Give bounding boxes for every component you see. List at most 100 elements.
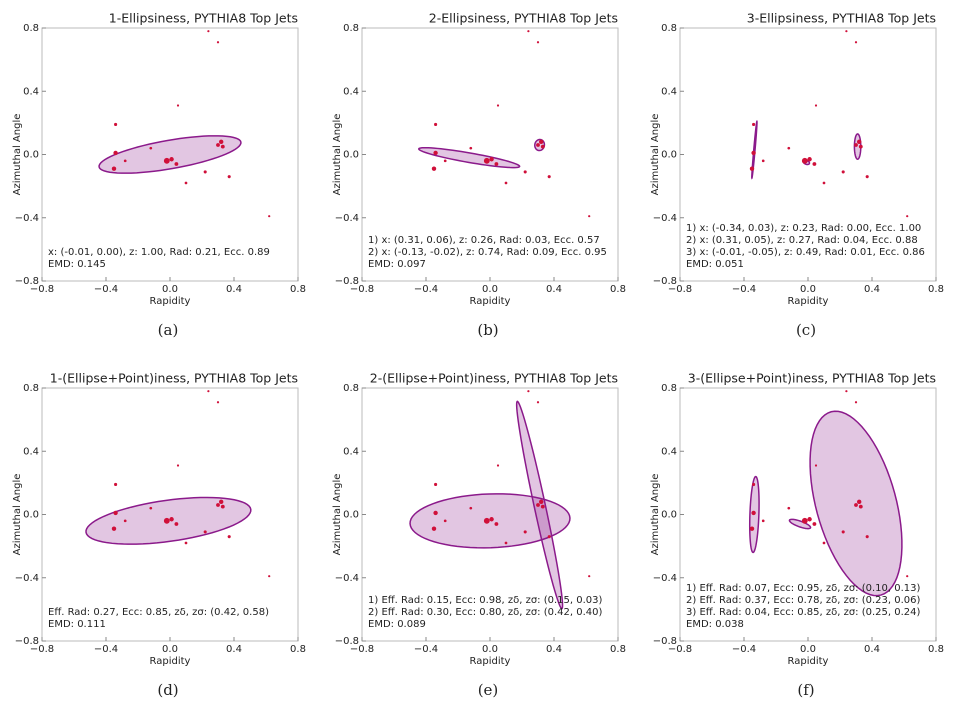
- particle: [111, 526, 117, 531]
- x-tick-label: 0.8: [928, 644, 944, 655]
- particle: [588, 575, 591, 578]
- x-tick-label: 0.0: [162, 284, 178, 295]
- particle: [527, 390, 530, 393]
- y-tick-label: −0.4: [653, 573, 677, 584]
- y-tick-label: −0.8: [15, 636, 39, 647]
- particle: [858, 144, 863, 149]
- x-tick-label: 0.8: [928, 284, 944, 295]
- particle: [216, 143, 220, 147]
- particle: [207, 390, 210, 393]
- particle: [114, 122, 118, 127]
- x-tick-label: 0.0: [800, 644, 816, 655]
- annotation: EMD: 0.145: [48, 259, 106, 270]
- particle: [536, 503, 540, 507]
- particle: [489, 517, 494, 522]
- y-tick-label: 0.8: [661, 23, 677, 34]
- particle: [176, 104, 180, 107]
- particle: [807, 517, 812, 522]
- x-tick-label: −0.8: [350, 644, 374, 655]
- particle: [184, 181, 188, 185]
- caption: (c): [796, 321, 816, 339]
- particle: [539, 499, 544, 505]
- annotation: 1) x: (-0.34, 0.03), z: 0.23, Rad: 0.00,…: [686, 223, 921, 234]
- x-tick-label: −0.8: [350, 284, 374, 295]
- y-tick-label: 0.8: [343, 23, 359, 34]
- x-tick-label: −0.4: [414, 644, 438, 655]
- particle: [496, 104, 500, 107]
- particle: [469, 146, 473, 150]
- particle: [443, 159, 447, 163]
- particle: [749, 526, 755, 531]
- particle: [536, 41, 540, 44]
- chart-title: 3-Ellipsiness, PYTHIA8 Top Jets: [747, 11, 936, 26]
- particle: [434, 482, 438, 487]
- y-tick-label: 0.4: [343, 446, 359, 457]
- particle: [504, 541, 508, 545]
- particle: [184, 541, 188, 545]
- particle: [812, 162, 817, 166]
- x-tick-label: 0.4: [864, 644, 880, 655]
- particle: [751, 150, 756, 156]
- particle: [841, 170, 845, 174]
- y-tick-label: 0.0: [343, 150, 359, 161]
- y-tick-label: 0.4: [23, 446, 39, 457]
- caption: (b): [477, 321, 498, 339]
- particle: [801, 517, 808, 524]
- y-tick-label: 0.4: [343, 86, 359, 97]
- particle: [761, 519, 765, 523]
- y-tick-label: 0.0: [661, 510, 677, 521]
- y-tick-label: −0.8: [15, 276, 39, 287]
- x-tick-label: 0.0: [482, 284, 498, 295]
- x-tick-label: −0.4: [94, 644, 118, 655]
- particle: [841, 530, 845, 534]
- y-axis-label: Azimuthal Angle: [650, 474, 661, 556]
- particle: [268, 575, 271, 578]
- particle: [547, 175, 551, 179]
- particle: [906, 575, 909, 578]
- caption: (e): [478, 681, 499, 699]
- particle: [176, 464, 180, 467]
- particle: [433, 510, 438, 516]
- x-tick-label: −0.8: [30, 284, 54, 295]
- particle: [536, 401, 540, 404]
- particle: [219, 499, 224, 505]
- particle: [854, 401, 858, 404]
- particle: [163, 517, 170, 524]
- particle: [203, 170, 207, 174]
- x-tick-label: −0.8: [668, 284, 692, 295]
- particle: [431, 526, 437, 531]
- y-tick-label: 0.0: [661, 150, 677, 161]
- x-tick-label: 0.4: [546, 284, 562, 295]
- particle: [857, 139, 862, 145]
- annotation: 3) Eff. Rad: 0.04, Ecc: 0.85, zδ, zσ: (0…: [686, 607, 921, 618]
- particle: [504, 181, 508, 185]
- particle: [113, 150, 118, 156]
- particle: [814, 464, 818, 467]
- annotation: EMD: 0.038: [686, 619, 744, 630]
- particle: [123, 159, 127, 163]
- annotation: 3) x: (-0.01, -0.05), z: 0.49, Rad: 0.01…: [686, 247, 925, 258]
- panel: −0.8 −0.4 0.0 0.4 0.8 −0.8 −0.4 0.0 0.4 0.8 2-(Ell…: [332, 371, 626, 700]
- particle: [814, 104, 818, 107]
- y-tick-label: −0.4: [335, 213, 359, 224]
- x-tick-label: 0.8: [610, 284, 626, 295]
- particle: [787, 506, 791, 510]
- panel: −0.8 −0.4 0.0 0.4 0.8 −0.8 −0.4 0.0 0.4 0.8 3-Elli…: [650, 11, 944, 340]
- particle: [494, 162, 499, 166]
- ellipse: [788, 518, 812, 530]
- panel: −0.8 −0.4 0.0 0.4 0.8 −0.8 −0.4 0.0 0.4 0.8 2-Elli…: [332, 11, 626, 340]
- y-tick-label: 0.0: [23, 150, 39, 161]
- y-tick-label: −0.8: [335, 636, 359, 647]
- particle: [169, 517, 174, 522]
- x-tick-label: −0.4: [732, 644, 756, 655]
- particle: [588, 215, 591, 218]
- particle: [443, 519, 447, 523]
- annotation: EMD: 0.051: [686, 259, 744, 270]
- annotation: 1) Eff. Rad: 0.07, Ecc: 0.95, zδ, zσ: (0…: [686, 583, 921, 594]
- particle: [227, 175, 231, 179]
- ellipse: [751, 119, 758, 180]
- particle: [489, 157, 494, 162]
- particle: [203, 530, 207, 534]
- x-axis-label: Rapidity: [470, 296, 511, 307]
- particle: [494, 522, 499, 526]
